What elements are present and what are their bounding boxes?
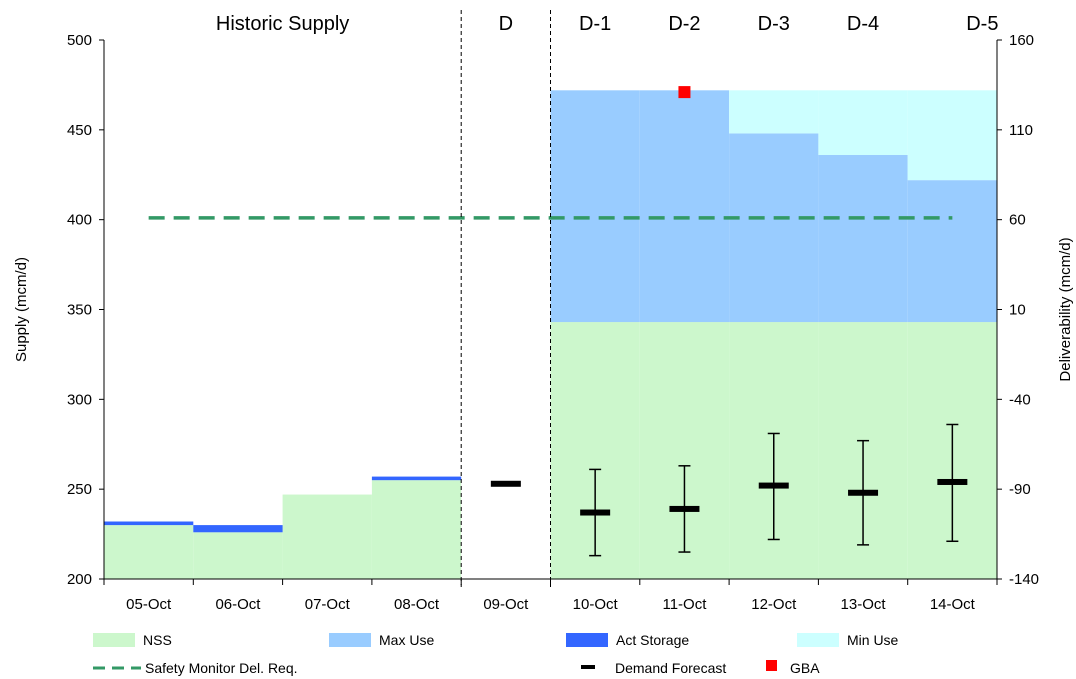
act-storage-band-08-Oct (371, 476, 462, 481)
min-use-bar-14-Oct (907, 90, 997, 181)
y2-tick-label-160: 160 (1009, 32, 1034, 49)
y2-tick-label--140: -140 (1009, 571, 1039, 588)
max-use-bar-12-Oct (729, 133, 819, 323)
y-tick-label-300: 300 (67, 391, 92, 408)
legend: NSS Max Use Act Storage Min Use Safety Monit… (93, 632, 899, 676)
period-header-d-2: D-2 (668, 13, 700, 35)
legend-label-max-use: Max Use (379, 632, 434, 648)
legend-label-demand-forecast: Demand Forecast (615, 660, 726, 676)
axes: 200 250 300 350 400 450 500 -140 -90 -40 10 60 110 16… (13, 10, 1074, 613)
x-tick-label-11-Oct: 11-Oct (662, 596, 707, 613)
max-use-bar-13-Oct (818, 154, 908, 323)
demand-forecast-mark-14-Oct (937, 478, 968, 485)
period-header-d-4: D-4 (847, 13, 879, 35)
max-use-bar-10-Oct (550, 90, 640, 323)
y-tick-label-200: 200 (67, 571, 92, 588)
demand-forecast-mark-11-Oct (669, 505, 700, 512)
x-tick-label-10-Oct: 10-Oct (573, 596, 619, 613)
nss-bar-08-Oct (371, 480, 462, 579)
x-tick-label-05-Oct: 05-Oct (126, 596, 172, 613)
nss-bar-06-Oct (193, 532, 283, 579)
y2-tick-label-110: 110 (1009, 122, 1033, 139)
x-tick-label-12-Oct: 12-Oct (751, 596, 797, 613)
x-tick-label-14-Oct: 14-Oct (930, 596, 976, 613)
y2-tick-label-10: 10 (1009, 302, 1026, 319)
y-tick-label-400: 400 (67, 212, 92, 229)
period-header-d: D (499, 13, 513, 35)
period-header-d-1: D-1 (579, 13, 611, 35)
period-header-d-3: D-3 (758, 13, 790, 35)
nss-bar-07-Oct (282, 494, 372, 579)
x-tick-label-07-Oct: 07-Oct (305, 596, 351, 613)
gba-marker-11-Oct (678, 86, 691, 99)
legend-swatch-min-use (797, 633, 839, 647)
legend-label-safety-monitor-del-req-: Safety Monitor Del. Req. (145, 660, 298, 676)
act-storage-band-05-Oct (104, 521, 194, 526)
y-tick-label-500: 500 (67, 32, 92, 49)
act-storage-band-06-Oct (193, 525, 283, 533)
demand-forecast-mark-10-Oct (580, 509, 611, 516)
demand-forecast-mark-09-Oct (490, 480, 521, 487)
legend-label-nss: NSS (143, 632, 172, 648)
y2-tick-label--40: -40 (1009, 391, 1031, 408)
y2-tick-label--90: -90 (1009, 481, 1031, 498)
y-tick-label-450: 450 (67, 122, 92, 139)
legend-label-gba: GBA (790, 660, 820, 676)
legend-swatch-gba (766, 660, 777, 671)
legend-swatch-nss (93, 633, 135, 647)
period-header-historic-supply: Historic Supply (216, 13, 349, 35)
y2-axis-title: Deliverability (mcm/d) (1057, 237, 1074, 381)
y-axis-title: Supply (mcm/d) (13, 257, 30, 362)
demand-forecast-mark-12-Oct (758, 482, 789, 489)
x-tick-label-06-Oct: 06-Oct (215, 596, 261, 613)
x-tick-label-08-Oct: 08-Oct (394, 596, 440, 613)
min-use-bar-13-Oct (818, 90, 908, 155)
x-tick-label-13-Oct: 13-Oct (841, 596, 887, 613)
nss-bar-05-Oct (104, 525, 194, 579)
max-use-bar-11-Oct (639, 90, 730, 323)
max-use-bar-14-Oct (907, 180, 997, 323)
plot-area (104, 86, 997, 579)
legend-swatch-act-storage (566, 633, 608, 647)
legend-swatch-demand-forecast (581, 665, 595, 669)
period-headers: Historic Supply D D-1 D-2 D-3 D-4 D-5 (216, 13, 999, 35)
legend-label-min-use: Min Use (847, 632, 899, 648)
y-tick-label-350: 350 (67, 302, 92, 319)
legend-label-act-storage: Act Storage (616, 632, 689, 648)
min-use-bar-12-Oct (729, 90, 819, 134)
period-header-d-5: D-5 (966, 13, 998, 35)
legend-swatch-max-use (329, 633, 371, 647)
demand-forecast-mark-13-Oct (848, 489, 879, 496)
x-tick-label-09-Oct: 09-Oct (483, 596, 529, 613)
y-tick-label-250: 250 (67, 481, 92, 498)
y2-tick-label-60: 60 (1009, 212, 1026, 229)
